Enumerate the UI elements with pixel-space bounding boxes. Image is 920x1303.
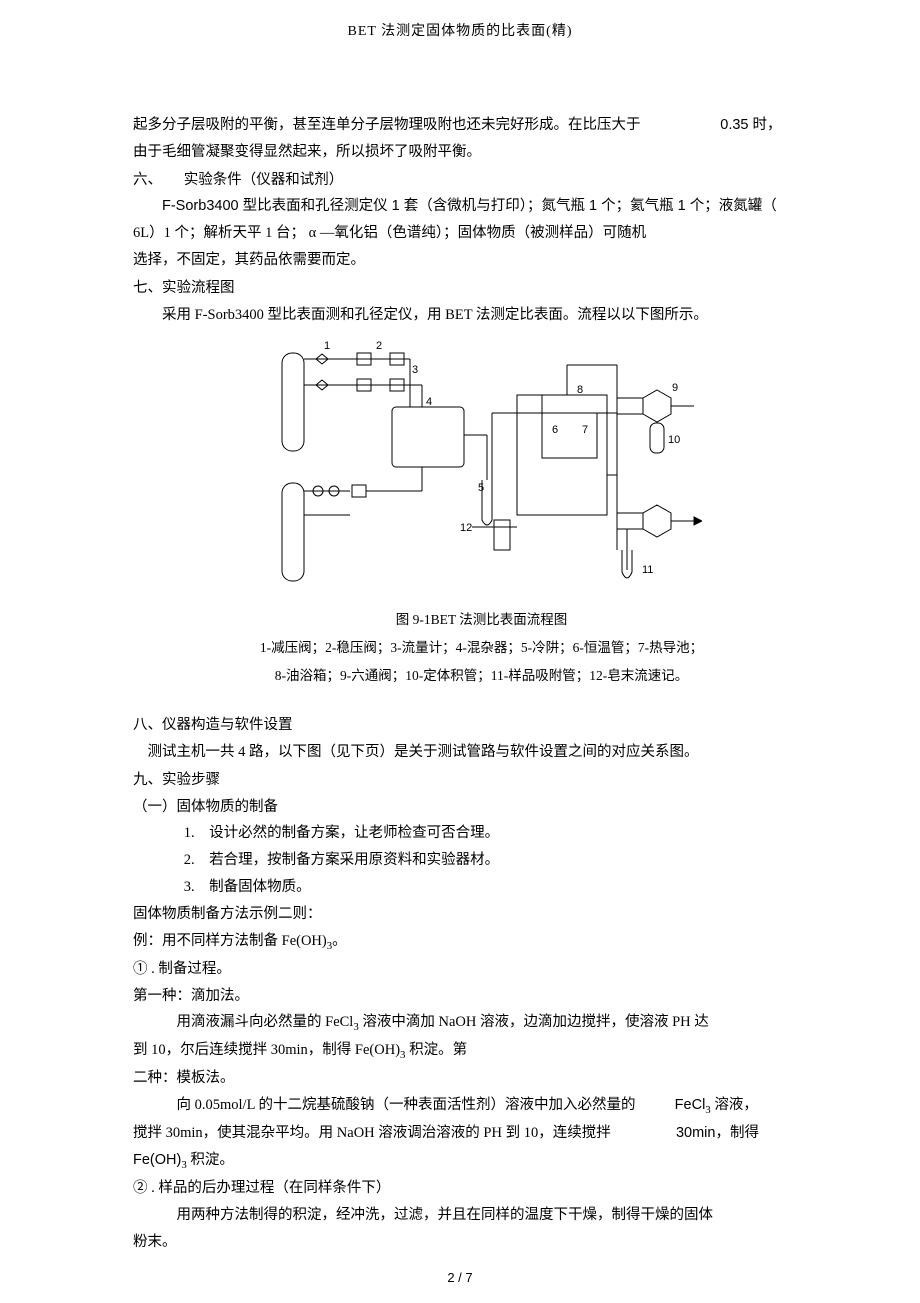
fig-label-3: 3	[412, 364, 418, 376]
figure-title: 图 9-1BET 法测比表面流程图	[133, 608, 830, 632]
text: Fe(OH)	[133, 1152, 181, 1168]
list-item: 3. 制备固体物质。	[133, 874, 830, 901]
paragraph: 二种：模板法。	[133, 1065, 830, 1092]
paragraph: 测试主机一共 4 路，以下图（见下页）是关于测试管路与软件设置之间的对应关系图。	[133, 739, 830, 766]
paragraph: 起多分子层吸附的平衡，甚至连单分子层物理吸附也还未完好形成。在比压大于 0.35…	[133, 112, 830, 139]
text: 例：用不同样方法制备 Fe(OH)	[133, 933, 327, 949]
paragraph: 采用 F-Sorb3400 型比表面测和孔径定仪，用 BET 法测定比表面。流程…	[133, 302, 830, 329]
text-value: 0.35 时，	[720, 117, 781, 133]
paragraph: 到 10，尔后连续搅拌 30min，制得 Fe(OH)3 积淀。第	[133, 1037, 830, 1065]
document-body: 起多分子层吸附的平衡，甚至连单分子层物理吸附也还未完好形成。在比压大于 0.35…	[133, 112, 830, 1255]
paragraph: F-Sorb3400 型比表面和孔径测定仪 1 套（含微机与打印）；氮气瓶 1 …	[133, 193, 830, 220]
text: 30min，制得	[676, 1125, 759, 1141]
list-item: 2. 若合理，按制备方案采用原资料和实验器材。	[133, 847, 830, 874]
paragraph: 6L）1 个；解析天平 1 台； α —氧化铝（色谱纯）；固体物质（被测样品）可…	[133, 220, 830, 247]
paragraph: 向 0.05mol/L 的十二烷基硫酸钠（一种表面活性剂）溶液中加入必然量的 F…	[133, 1092, 830, 1120]
text: 起多分子层吸附的平衡，甚至连单分子层物理吸附也还未完好形成。在比压大于	[133, 117, 641, 133]
paragraph: ② . 样品的后办理过程（在同样条件下）	[133, 1175, 830, 1202]
fig-label-4: 4	[426, 396, 432, 408]
text: 积淀。第	[405, 1042, 467, 1058]
paragraph: 搅拌 30min，使其混杂平均。用 NaOH 溶液调治溶液的 PH 到 10，连…	[133, 1120, 830, 1147]
text: 6L）1 个；解析天平 1 台； α —氧化铝（色谱纯）；固体物质（被测样品）可…	[133, 225, 646, 241]
paragraph: Fe(OH)3 积淀。	[133, 1147, 830, 1175]
text: 用滴液漏斗向必然量的 FeCl	[177, 1014, 354, 1030]
figure-legend-2: 8-油浴箱；9-六通阀；10-定体积管；11-样品吸附管；12-皂末流速记。	[133, 664, 830, 688]
paragraph: 粉末。	[133, 1229, 830, 1256]
text: 搅拌 30min，使其混杂平均。用 NaOH 溶液调治溶液的 PH 到 10，连…	[133, 1125, 611, 1141]
paragraph: 选择，不固定，其药品依需要而定。	[133, 247, 830, 274]
text: 到 10，尔后连续搅拌 30min，制得 Fe(OH)	[133, 1042, 400, 1058]
fig-label-2: 2	[376, 340, 382, 352]
section-heading-7: 七、实验流程图	[133, 275, 830, 302]
text: F-Sorb3400 型比表面和孔径测定仪 1 套（含微机与打印）；氮气瓶 1 …	[162, 198, 777, 214]
list-item: 1. 设计必然的制备方案，让老师检查可否合理。	[133, 820, 830, 847]
text: 。	[332, 933, 347, 949]
page-footer: 2 / 7	[0, 1270, 920, 1285]
paragraph: 由于毛细管凝聚变得显然起来，所以损坏了吸附平衡。	[133, 139, 830, 166]
paragraph: 用两种方法制得的积淀，经冲洗，过滤，并且在同样的温度下干燥，制得干燥的固体	[133, 1202, 830, 1229]
paragraph: ① . 制备过程。	[133, 956, 830, 983]
fig-label-6: 6	[552, 424, 558, 436]
fig-label-7: 7	[582, 424, 588, 436]
text: 积淀。	[187, 1152, 234, 1168]
section-heading-8: 八、仪器构造与软件设置	[133, 712, 830, 739]
figure-flowchart: 1 2 3 4 5 6 7 8 9 10 11 12 图 9-1BET 法测比表…	[133, 335, 830, 688]
fig-label-1: 1	[324, 340, 330, 352]
paragraph: 第一种：滴加法。	[133, 983, 830, 1010]
section-heading-9: 九、实验步骤	[133, 767, 830, 794]
spacer	[133, 697, 830, 711]
page-header-title: BET 法测定固体物质的比表面(精)	[0, 20, 920, 40]
flowchart-svg: 1 2 3 4 5 6 7 8 9 10 11 12	[262, 335, 702, 595]
fig-label-8: 8	[577, 384, 583, 396]
fig-label-12: 12	[460, 522, 472, 534]
fig-label-11: 11	[642, 564, 653, 576]
text: 溶液中滴加 NaOH 溶液，边滴加边搅拌，使溶液 PH 达	[359, 1014, 709, 1030]
fig-label-5: 5	[478, 482, 484, 494]
text: FeCl	[675, 1097, 706, 1113]
paragraph: 固体物质制备方法示例二则：	[133, 901, 830, 928]
text: 溶液，	[711, 1097, 758, 1113]
figure-legend-1: 1-减压阀；2-稳压阀；3-流量计；4-混杂器；5-冷阱；6-恒温管；7-热导池…	[133, 636, 830, 660]
subsection-heading: （一）固体物质的制备	[133, 794, 830, 821]
section-heading-6: 六、 实验条件（仪器和试剂）	[133, 167, 830, 194]
paragraph: 例：用不同样方法制备 Fe(OH)3。	[133, 928, 830, 956]
paragraph: 用滴液漏斗向必然量的 FeCl3 溶液中滴加 NaOH 溶液，边滴加边搅拌，使溶…	[133, 1009, 830, 1037]
text: 向 0.05mol/L 的十二烷基硫酸钠（一种表面活性剂）溶液中加入必然量的	[177, 1097, 636, 1113]
fig-label-10: 10	[668, 434, 680, 446]
fig-label-9: 9	[672, 382, 678, 394]
